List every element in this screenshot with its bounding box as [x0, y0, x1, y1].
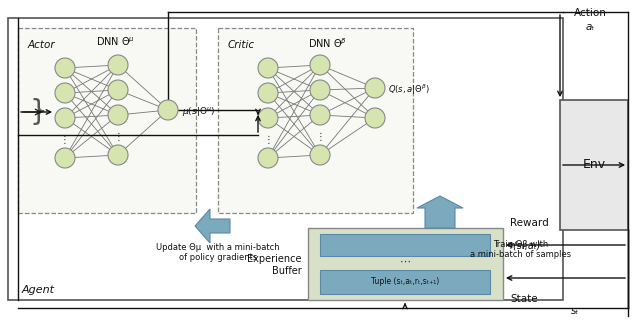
Circle shape: [108, 105, 128, 125]
Text: ⋮: ⋮: [315, 132, 325, 142]
Text: Action: Action: [573, 8, 607, 18]
Text: $\mu(s|\Theta^{\mu})$: $\mu(s|\Theta^{\mu})$: [182, 106, 215, 119]
FancyBboxPatch shape: [8, 18, 563, 300]
FancyBboxPatch shape: [308, 228, 503, 300]
Text: Actor: Actor: [28, 40, 56, 50]
FancyBboxPatch shape: [320, 270, 490, 294]
Circle shape: [258, 148, 278, 168]
Circle shape: [108, 145, 128, 165]
Text: ⋮: ⋮: [60, 135, 70, 145]
Text: $Q(s,a|\Theta^{\beta})$: $Q(s,a|\Theta^{\beta})$: [388, 83, 429, 97]
Text: Critic: Critic: [228, 40, 255, 50]
Text: sₜ: sₜ: [571, 306, 579, 316]
Circle shape: [108, 55, 128, 75]
Text: DNN $\Theta^{\beta}$: DNN $\Theta^{\beta}$: [308, 36, 348, 50]
Circle shape: [310, 80, 330, 100]
Text: Update Θμ  with a mini-batch
of policy gradients: Update Θμ with a mini-batch of policy gr…: [156, 243, 280, 262]
Text: Reward: Reward: [510, 218, 548, 228]
Text: DNN $\Theta^{\mu}$: DNN $\Theta^{\mu}$: [95, 36, 134, 48]
Circle shape: [310, 145, 330, 165]
Text: Agent: Agent: [22, 285, 55, 295]
FancyBboxPatch shape: [218, 28, 413, 213]
Circle shape: [158, 100, 178, 120]
Text: r(sₜ,aₜ): r(sₜ,aₜ): [510, 240, 541, 250]
Circle shape: [365, 108, 385, 128]
Text: Train Θβ with
a mini-batch of samples: Train Θβ with a mini-batch of samples: [470, 240, 571, 260]
FancyBboxPatch shape: [320, 234, 490, 256]
Circle shape: [258, 58, 278, 78]
Text: ⋮: ⋮: [113, 132, 123, 142]
Text: ⋮: ⋮: [263, 135, 273, 145]
Text: aₜ: aₜ: [586, 22, 595, 32]
Circle shape: [55, 58, 75, 78]
Text: }: }: [29, 98, 47, 126]
Circle shape: [258, 108, 278, 128]
Circle shape: [258, 83, 278, 103]
Circle shape: [365, 78, 385, 98]
Polygon shape: [195, 209, 230, 243]
Polygon shape: [417, 196, 463, 228]
Circle shape: [310, 55, 330, 75]
Text: Tuple (sₜ,aₜ,rₜ,sₜ₊₁): Tuple (sₜ,aₜ,rₜ,sₜ₊₁): [371, 277, 439, 286]
Circle shape: [55, 108, 75, 128]
Circle shape: [108, 80, 128, 100]
Text: Env: Env: [582, 158, 605, 171]
Circle shape: [310, 105, 330, 125]
Circle shape: [55, 148, 75, 168]
Text: Experience
Buffer: Experience Buffer: [248, 254, 302, 276]
Circle shape: [55, 83, 75, 103]
FancyBboxPatch shape: [18, 28, 196, 213]
Text: State: State: [510, 294, 538, 304]
FancyBboxPatch shape: [560, 100, 628, 230]
Text: ⋯: ⋯: [399, 257, 411, 267]
